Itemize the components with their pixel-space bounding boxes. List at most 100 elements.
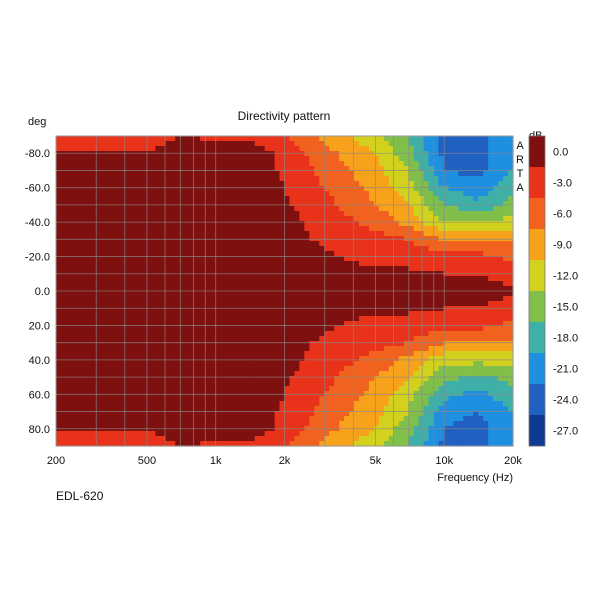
heatmap-cell	[334, 366, 340, 372]
heatmap-cell	[224, 321, 231, 327]
heatmap-cell	[209, 156, 216, 162]
heatmap-cell	[259, 211, 266, 217]
heatmap-cell	[130, 206, 137, 212]
heatmap-cell	[165, 366, 171, 372]
heatmap-cell	[170, 391, 176, 397]
heatmap-cell	[363, 141, 370, 147]
heatmap-cell	[344, 346, 350, 352]
heatmap-cell	[244, 251, 251, 257]
heatmap-cell	[468, 391, 474, 397]
heatmap-cell	[403, 306, 410, 312]
heatmap-cell	[155, 236, 161, 242]
heatmap-cell	[453, 386, 459, 392]
heatmap-cell	[473, 321, 479, 327]
heatmap-cell	[160, 301, 166, 307]
heatmap-cell	[324, 246, 330, 252]
heatmap-cell	[393, 386, 400, 392]
heatmap-cell	[234, 161, 241, 167]
heatmap-cell	[180, 321, 186, 327]
heatmap-cell	[190, 391, 196, 397]
heatmap-cell	[135, 231, 142, 237]
heatmap-cell	[274, 336, 281, 342]
heatmap-cell	[140, 366, 147, 372]
heatmap-cell	[314, 231, 320, 237]
heatmap-cell	[344, 336, 350, 342]
heatmap-cell	[190, 291, 196, 297]
heatmap-cell	[493, 251, 499, 257]
heatmap-cell	[75, 176, 82, 182]
heatmap-cell	[438, 216, 445, 222]
heatmap-cell	[294, 286, 300, 292]
heatmap-cell	[115, 321, 122, 327]
heatmap-cell	[324, 281, 330, 287]
heatmap-cell	[205, 381, 211, 387]
heatmap-cell	[135, 221, 142, 227]
heatmap-cell	[185, 256, 191, 262]
heatmap-cell	[145, 141, 151, 147]
heatmap-cell	[150, 356, 156, 362]
heatmap-cell	[448, 231, 454, 237]
heatmap-cell	[359, 336, 365, 342]
heatmap-cell	[254, 296, 261, 302]
heatmap-cell	[428, 316, 435, 322]
heatmap-cell	[423, 206, 430, 212]
heatmap-cell	[249, 376, 256, 382]
heatmap-cell	[120, 341, 127, 347]
heatmap-cell	[259, 216, 266, 222]
heatmap-cell	[214, 201, 221, 207]
heatmap-cell	[324, 266, 330, 272]
heatmap-cell	[264, 151, 271, 157]
heatmap-cell	[175, 266, 181, 272]
heatmap-cell	[234, 336, 241, 342]
heatmap-cell	[488, 301, 494, 307]
heatmap-cell	[304, 346, 310, 352]
heatmap-cell	[508, 266, 514, 272]
heatmap-cell	[508, 156, 514, 162]
heatmap-cell	[503, 136, 509, 142]
heatmap-cell	[284, 391, 291, 397]
heatmap-cell	[398, 401, 405, 407]
heatmap-cell	[279, 186, 286, 192]
heatmap-cell	[150, 266, 156, 272]
heatmap-cell	[135, 151, 142, 157]
heatmap-cell	[85, 366, 92, 372]
heatmap-cell	[259, 336, 266, 342]
heatmap-cell	[209, 296, 216, 302]
heatmap-cell	[155, 401, 161, 407]
heatmap-cell	[393, 341, 400, 347]
heatmap-cell	[304, 136, 310, 142]
heatmap-cell	[145, 266, 151, 272]
heatmap-cell	[145, 346, 151, 352]
heatmap-cell	[269, 326, 276, 332]
heatmap-cell	[105, 256, 112, 262]
heatmap-cell	[503, 216, 509, 222]
heatmap-cell	[100, 201, 107, 207]
heatmap-cell	[378, 306, 385, 312]
heatmap-cell	[244, 386, 251, 392]
heatmap-cell	[100, 396, 107, 402]
heatmap-cell	[80, 306, 87, 312]
heatmap-cell	[329, 336, 335, 342]
heatmap-cell	[190, 176, 196, 182]
heatmap-cell	[165, 396, 171, 402]
heatmap-cell	[60, 376, 67, 382]
heatmap-cell	[398, 291, 405, 297]
heatmap-cell	[393, 276, 400, 282]
heatmap-cell	[393, 261, 400, 267]
heatmap-cell	[473, 256, 479, 262]
heatmap-cell	[324, 391, 330, 397]
heatmap-cell	[170, 211, 176, 217]
heatmap-cell	[428, 356, 435, 362]
heatmap-cell	[145, 361, 151, 367]
heatmap-cell	[259, 316, 266, 322]
heatmap-cell	[65, 241, 72, 247]
heatmap-cell	[473, 266, 479, 272]
heatmap-cell	[120, 366, 127, 372]
heatmap-cell	[200, 366, 206, 372]
heatmap-cell	[274, 356, 281, 362]
heatmap-cell	[314, 366, 320, 372]
heatmap-cell	[284, 256, 291, 262]
heatmap-cell	[125, 266, 132, 272]
heatmap-cell	[110, 291, 117, 297]
heatmap-cell	[368, 301, 375, 307]
